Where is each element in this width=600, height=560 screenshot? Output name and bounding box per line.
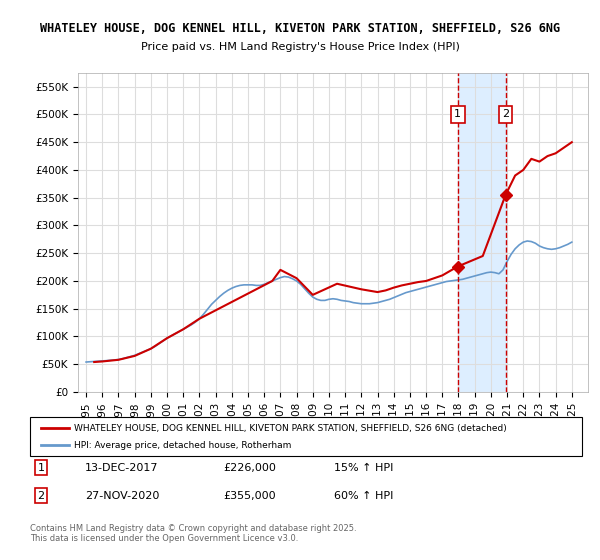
Text: 13-DEC-2017: 13-DEC-2017 xyxy=(85,463,158,473)
Text: Price paid vs. HM Land Registry's House Price Index (HPI): Price paid vs. HM Land Registry's House … xyxy=(140,42,460,52)
FancyBboxPatch shape xyxy=(30,417,582,456)
Text: £355,000: £355,000 xyxy=(223,491,276,501)
Text: 1: 1 xyxy=(454,109,461,119)
Text: WHATELEY HOUSE, DOG KENNEL HILL, KIVETON PARK STATION, SHEFFIELD, S26 6NG: WHATELEY HOUSE, DOG KENNEL HILL, KIVETON… xyxy=(40,22,560,35)
Text: £226,000: £226,000 xyxy=(223,463,276,473)
Text: WHATELEY HOUSE, DOG KENNEL HILL, KIVETON PARK STATION, SHEFFIELD, S26 6NG (detac: WHATELEY HOUSE, DOG KENNEL HILL, KIVETON… xyxy=(74,424,507,433)
Text: Contains HM Land Registry data © Crown copyright and database right 2025.
This d: Contains HM Land Registry data © Crown c… xyxy=(30,524,356,543)
Bar xyxy=(458,73,506,392)
Text: 1: 1 xyxy=(38,463,44,473)
Text: 2: 2 xyxy=(37,491,44,501)
Text: 2: 2 xyxy=(502,109,509,119)
Text: 60% ↑ HPI: 60% ↑ HPI xyxy=(334,491,393,501)
Text: 27-NOV-2020: 27-NOV-2020 xyxy=(85,491,160,501)
Text: 15% ↑ HPI: 15% ↑ HPI xyxy=(334,463,393,473)
Text: HPI: Average price, detached house, Rotherham: HPI: Average price, detached house, Roth… xyxy=(74,441,292,450)
